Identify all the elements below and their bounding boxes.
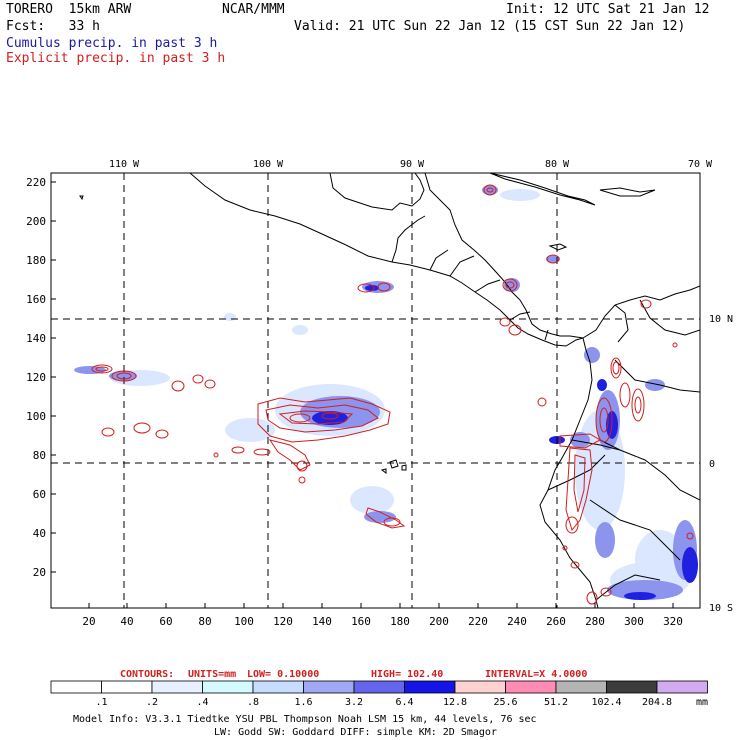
colorbar-label: .1: [95, 697, 107, 708]
longitude-label: 110 W: [109, 159, 140, 170]
colorbar-swatch: [656, 680, 708, 694]
colorbar-label: 51.2: [544, 697, 568, 708]
x-tick-label: 160: [351, 615, 371, 628]
y-tick-label: 140: [26, 332, 46, 345]
x-tick-label: 20: [82, 615, 95, 628]
map-frame: [50, 172, 701, 609]
contour-info-label: CONTOURS:: [120, 669, 174, 680]
x-tick-label: 240: [507, 615, 527, 628]
colorbar-swatch: [151, 680, 203, 694]
colorbar-label: 25.6: [493, 697, 517, 708]
colorbar-swatch: [555, 680, 607, 694]
x-tick-label: 60: [159, 615, 172, 628]
colorbar-label: .8: [247, 697, 259, 708]
colorbar-label: 204.8: [642, 697, 672, 708]
explicit-precip-contours: [91, 184, 694, 605]
y-tick-label: 120: [26, 371, 46, 384]
longitude-label: 100 W: [253, 159, 284, 170]
x-tick-label: 220: [468, 615, 488, 628]
model-title: TORERO 15km ARW: [6, 2, 132, 17]
y-tick-label: 160: [26, 293, 46, 306]
colorbar-label: 1.6: [294, 697, 312, 708]
x-tick-label: 280: [585, 615, 605, 628]
valid-time: Valid: 21 UTC Sun 22 Jan 12 (15 CST Sun …: [294, 19, 686, 34]
colorbar-swatch: [404, 680, 456, 694]
y-tick-label: 180: [26, 254, 46, 267]
graticule: [51, 173, 700, 608]
colorbar-swatch: [252, 680, 304, 694]
y-tick-label: 60: [33, 488, 46, 501]
longitude-label: 90 W: [400, 159, 425, 170]
y-tick-label: 200: [26, 215, 46, 228]
contour-info-units: UNITS=mm: [188, 669, 236, 680]
x-tick-labels: 20 40 60 80 100 120 140 160 180 200 220 …: [82, 615, 683, 628]
colorbar-label: 12.8: [443, 697, 467, 708]
organization-label: NCAR/MMM: [222, 2, 285, 17]
colorbar-swatch: [505, 680, 557, 694]
legend-explicit: Explicit precip. in past 3 h: [6, 51, 226, 66]
colorbar-label: .2: [146, 697, 158, 708]
x-tick-label: 140: [312, 615, 332, 628]
y-tick-label: 100: [26, 410, 46, 423]
y-tick-label: 80: [33, 449, 46, 462]
x-tick-label: 320: [663, 615, 683, 628]
y-tick-labels: 220 200 180 160 140 120 100 80 60 40 20: [26, 176, 46, 579]
axis-ticks: [51, 181, 674, 608]
colorbar-labels: .1 .2 .4 .8 1.6 3.2 6.4 12.8 25.6 51.2 102.4 204.8: [95, 697, 672, 708]
colorbar-swatch: [50, 680, 102, 694]
contour-info-interval: INTERVAL=X 4.0000: [485, 669, 587, 680]
latitude-label: 0: [709, 459, 715, 470]
longitude-label: 80 W: [545, 159, 570, 170]
x-tick-label: 100: [234, 615, 254, 628]
colorbar-label: .4: [196, 697, 208, 708]
legend-cumulus: Cumulus precip. in past 3 h: [6, 36, 218, 51]
longitude-label: 70 W: [688, 159, 713, 170]
colorbar: [50, 680, 708, 694]
coastlines: [79, 173, 700, 608]
x-tick-label: 200: [429, 615, 449, 628]
init-time: Init: 12 UTC Sat 21 Jan 12: [506, 2, 710, 17]
x-tick-label: 80: [198, 615, 211, 628]
colorbar-swatch: [303, 680, 355, 694]
model-info-line1: Model Info: V3.3.1 Tiedtke YSU PBL Thomp…: [73, 714, 537, 725]
y-tick-label: 20: [33, 566, 46, 579]
contour-info-low: LOW= 0.10000: [247, 669, 319, 680]
x-tick-label: 180: [390, 615, 410, 628]
x-tick-label: 120: [273, 615, 293, 628]
contour-info: CONTOURS: UNITS=mm LOW= 0.10000 HIGH= 10…: [120, 669, 587, 680]
colorbar-unit: mm: [696, 697, 708, 708]
latitude-label: 10 S: [709, 603, 733, 614]
latitude-labels: 10 N 0 10 S: [709, 314, 733, 614]
longitude-labels: 110 W 100 W 90 W 80 W 70 W: [109, 159, 713, 170]
latitude-label: 10 N: [709, 314, 733, 325]
model-info-line2: LW: Godd SW: Goddard DIFF: simple KM: 2D…: [214, 727, 497, 738]
colorbar-swatch: [101, 680, 153, 694]
colorbar-swatch: [454, 680, 506, 694]
x-tick-label: 300: [624, 615, 644, 628]
forecast-hour: Fcst: 33 h: [6, 19, 100, 34]
y-tick-label: 40: [33, 527, 46, 540]
colorbar-label: 102.4: [591, 697, 621, 708]
x-tick-label: 260: [546, 615, 566, 628]
x-tick-label: 40: [120, 615, 133, 628]
colorbar-swatch: [606, 680, 658, 694]
colorbar-swatch: [353, 680, 405, 694]
y-tick-label: 220: [26, 176, 46, 189]
contour-info-high: HIGH= 102.40: [371, 669, 443, 680]
colorbar-label: 6.4: [395, 697, 413, 708]
colorbar-swatch: [202, 680, 254, 694]
colorbar-label: 3.2: [345, 697, 363, 708]
